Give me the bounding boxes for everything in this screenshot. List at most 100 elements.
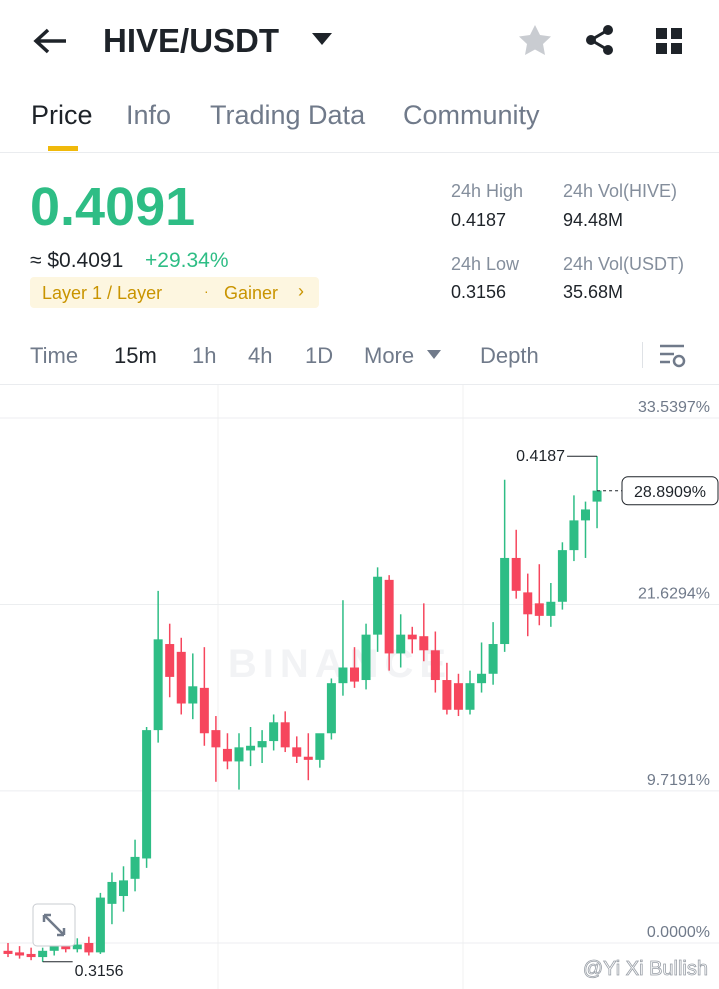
grid-icon[interactable] bbox=[656, 28, 684, 56]
approx-price: ≈ $0.4091 bbox=[30, 249, 124, 272]
candle-body bbox=[3, 950, 13, 954]
candlestick-chart: 33.5397% 21.6294% 9.7191% 0.0000% BINANCE 0.4… bbox=[0, 385, 719, 989]
tag[interactable]: Gainer bbox=[224, 283, 279, 303]
candle-body bbox=[107, 881, 117, 904]
divider bbox=[0, 384, 719, 385]
candle-body bbox=[15, 952, 25, 956]
candle-body bbox=[153, 639, 163, 731]
stat-label: 24h High bbox=[451, 181, 524, 201]
candle-body bbox=[188, 686, 198, 704]
divider bbox=[642, 342, 643, 368]
candle-body bbox=[199, 687, 209, 734]
candle-body bbox=[176, 651, 186, 704]
candle-body bbox=[453, 683, 463, 710]
candle-body bbox=[500, 557, 510, 645]
candle-body bbox=[361, 634, 371, 681]
settings-icon[interactable] bbox=[659, 343, 687, 369]
candle-body bbox=[419, 636, 429, 651]
watermark: BINANCE bbox=[228, 642, 452, 686]
candle-body bbox=[396, 634, 406, 654]
tab[interactable]: Price bbox=[31, 100, 93, 130]
candle-body bbox=[234, 747, 244, 762]
candle-body bbox=[477, 673, 487, 684]
stat-value: 94.48M bbox=[563, 210, 624, 230]
candle-body bbox=[269, 722, 279, 742]
candle-body bbox=[581, 509, 590, 521]
min-label: 0.3156 bbox=[75, 963, 124, 980]
last-price: 0.4091 bbox=[30, 177, 196, 237]
y-tick-label: 9.7191% bbox=[647, 772, 710, 789]
candle-body bbox=[315, 733, 325, 760]
caret[interactable] bbox=[312, 33, 332, 47]
share-icon[interactable] bbox=[584, 24, 616, 56]
candle-body bbox=[130, 856, 140, 879]
candle-body bbox=[72, 944, 82, 950]
candle-body bbox=[119, 880, 128, 897]
candle-body bbox=[350, 667, 359, 682]
candle-body bbox=[592, 490, 602, 502]
candle-body bbox=[303, 756, 313, 760]
candle-body bbox=[557, 550, 567, 602]
candle-body bbox=[523, 592, 533, 615]
candle-body bbox=[442, 680, 452, 710]
tab-indicator bbox=[48, 146, 78, 151]
candle-body bbox=[26, 953, 36, 958]
stat-value: 35.68M bbox=[563, 282, 624, 302]
candle-body bbox=[222, 748, 232, 762]
y-tick-label: 0.0000% bbox=[647, 924, 710, 941]
tab[interactable]: Trading Data bbox=[210, 100, 366, 130]
expand-icon[interactable] bbox=[32, 903, 76, 947]
interval[interactable]: Depth bbox=[480, 343, 539, 368]
candle-body bbox=[326, 683, 336, 734]
tag-bar[interactable] bbox=[30, 277, 319, 308]
interval[interactable]: 1D bbox=[305, 343, 334, 368]
candle-body bbox=[373, 576, 383, 635]
candle-body bbox=[407, 634, 417, 640]
candle-body bbox=[95, 897, 105, 953]
stat-label: 24h Vol(USDT) bbox=[563, 254, 685, 274]
tag[interactable]: Layer 1 / Layer bbox=[42, 283, 163, 303]
candle-body bbox=[534, 603, 544, 616]
change: +29.34% bbox=[145, 249, 229, 272]
interval[interactable]: More bbox=[364, 343, 415, 368]
candle-body bbox=[211, 730, 221, 748]
candle-body bbox=[384, 579, 394, 654]
max-label: 0.4187 bbox=[516, 448, 565, 465]
candle-body bbox=[488, 644, 498, 674]
stat-label: 24h Vol(HIVE) bbox=[563, 181, 678, 201]
candle-body bbox=[546, 601, 556, 616]
tab[interactable]: Community bbox=[403, 100, 540, 130]
star-icon[interactable] bbox=[518, 24, 552, 56]
candle-body bbox=[280, 722, 290, 748]
y-tick-label: 33.5397% bbox=[638, 399, 710, 416]
current-label: 28.8909% bbox=[634, 484, 706, 501]
candle-body bbox=[84, 942, 94, 953]
stat-value: 0.4187 bbox=[451, 210, 507, 230]
pair-title[interactable]: HIVE/USDT bbox=[103, 22, 280, 59]
candle-body bbox=[142, 730, 152, 859]
candle-body bbox=[569, 520, 579, 551]
y-tick-label: 21.6294% bbox=[638, 585, 710, 602]
candle-body bbox=[49, 946, 59, 951]
tag-sep: · bbox=[204, 283, 209, 299]
back-icon[interactable] bbox=[32, 26, 68, 56]
candle-body bbox=[257, 741, 267, 748]
interval[interactable]: 1h bbox=[192, 343, 217, 368]
caret bbox=[427, 350, 441, 359]
tab[interactable]: Info bbox=[126, 100, 172, 130]
candle-body bbox=[38, 950, 48, 958]
chevron: › bbox=[298, 281, 304, 301]
interval[interactable]: 4h bbox=[248, 343, 273, 368]
divider bbox=[0, 152, 719, 153]
candle-body bbox=[246, 745, 256, 751]
interval[interactable]: 15m bbox=[114, 343, 157, 368]
candle-body bbox=[511, 557, 521, 591]
interval[interactable]: Time bbox=[30, 343, 79, 368]
candle-body bbox=[61, 946, 71, 950]
current-box bbox=[621, 476, 719, 506]
candle-body bbox=[165, 644, 175, 677]
candle-body bbox=[338, 667, 348, 684]
candle-body bbox=[465, 683, 475, 710]
stat-label: 24h Low bbox=[451, 254, 520, 274]
